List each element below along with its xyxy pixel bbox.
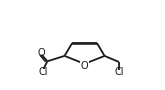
- Text: O: O: [81, 61, 88, 71]
- Text: Cl: Cl: [115, 68, 124, 77]
- Text: Cl: Cl: [38, 67, 48, 77]
- Text: O: O: [37, 48, 45, 58]
